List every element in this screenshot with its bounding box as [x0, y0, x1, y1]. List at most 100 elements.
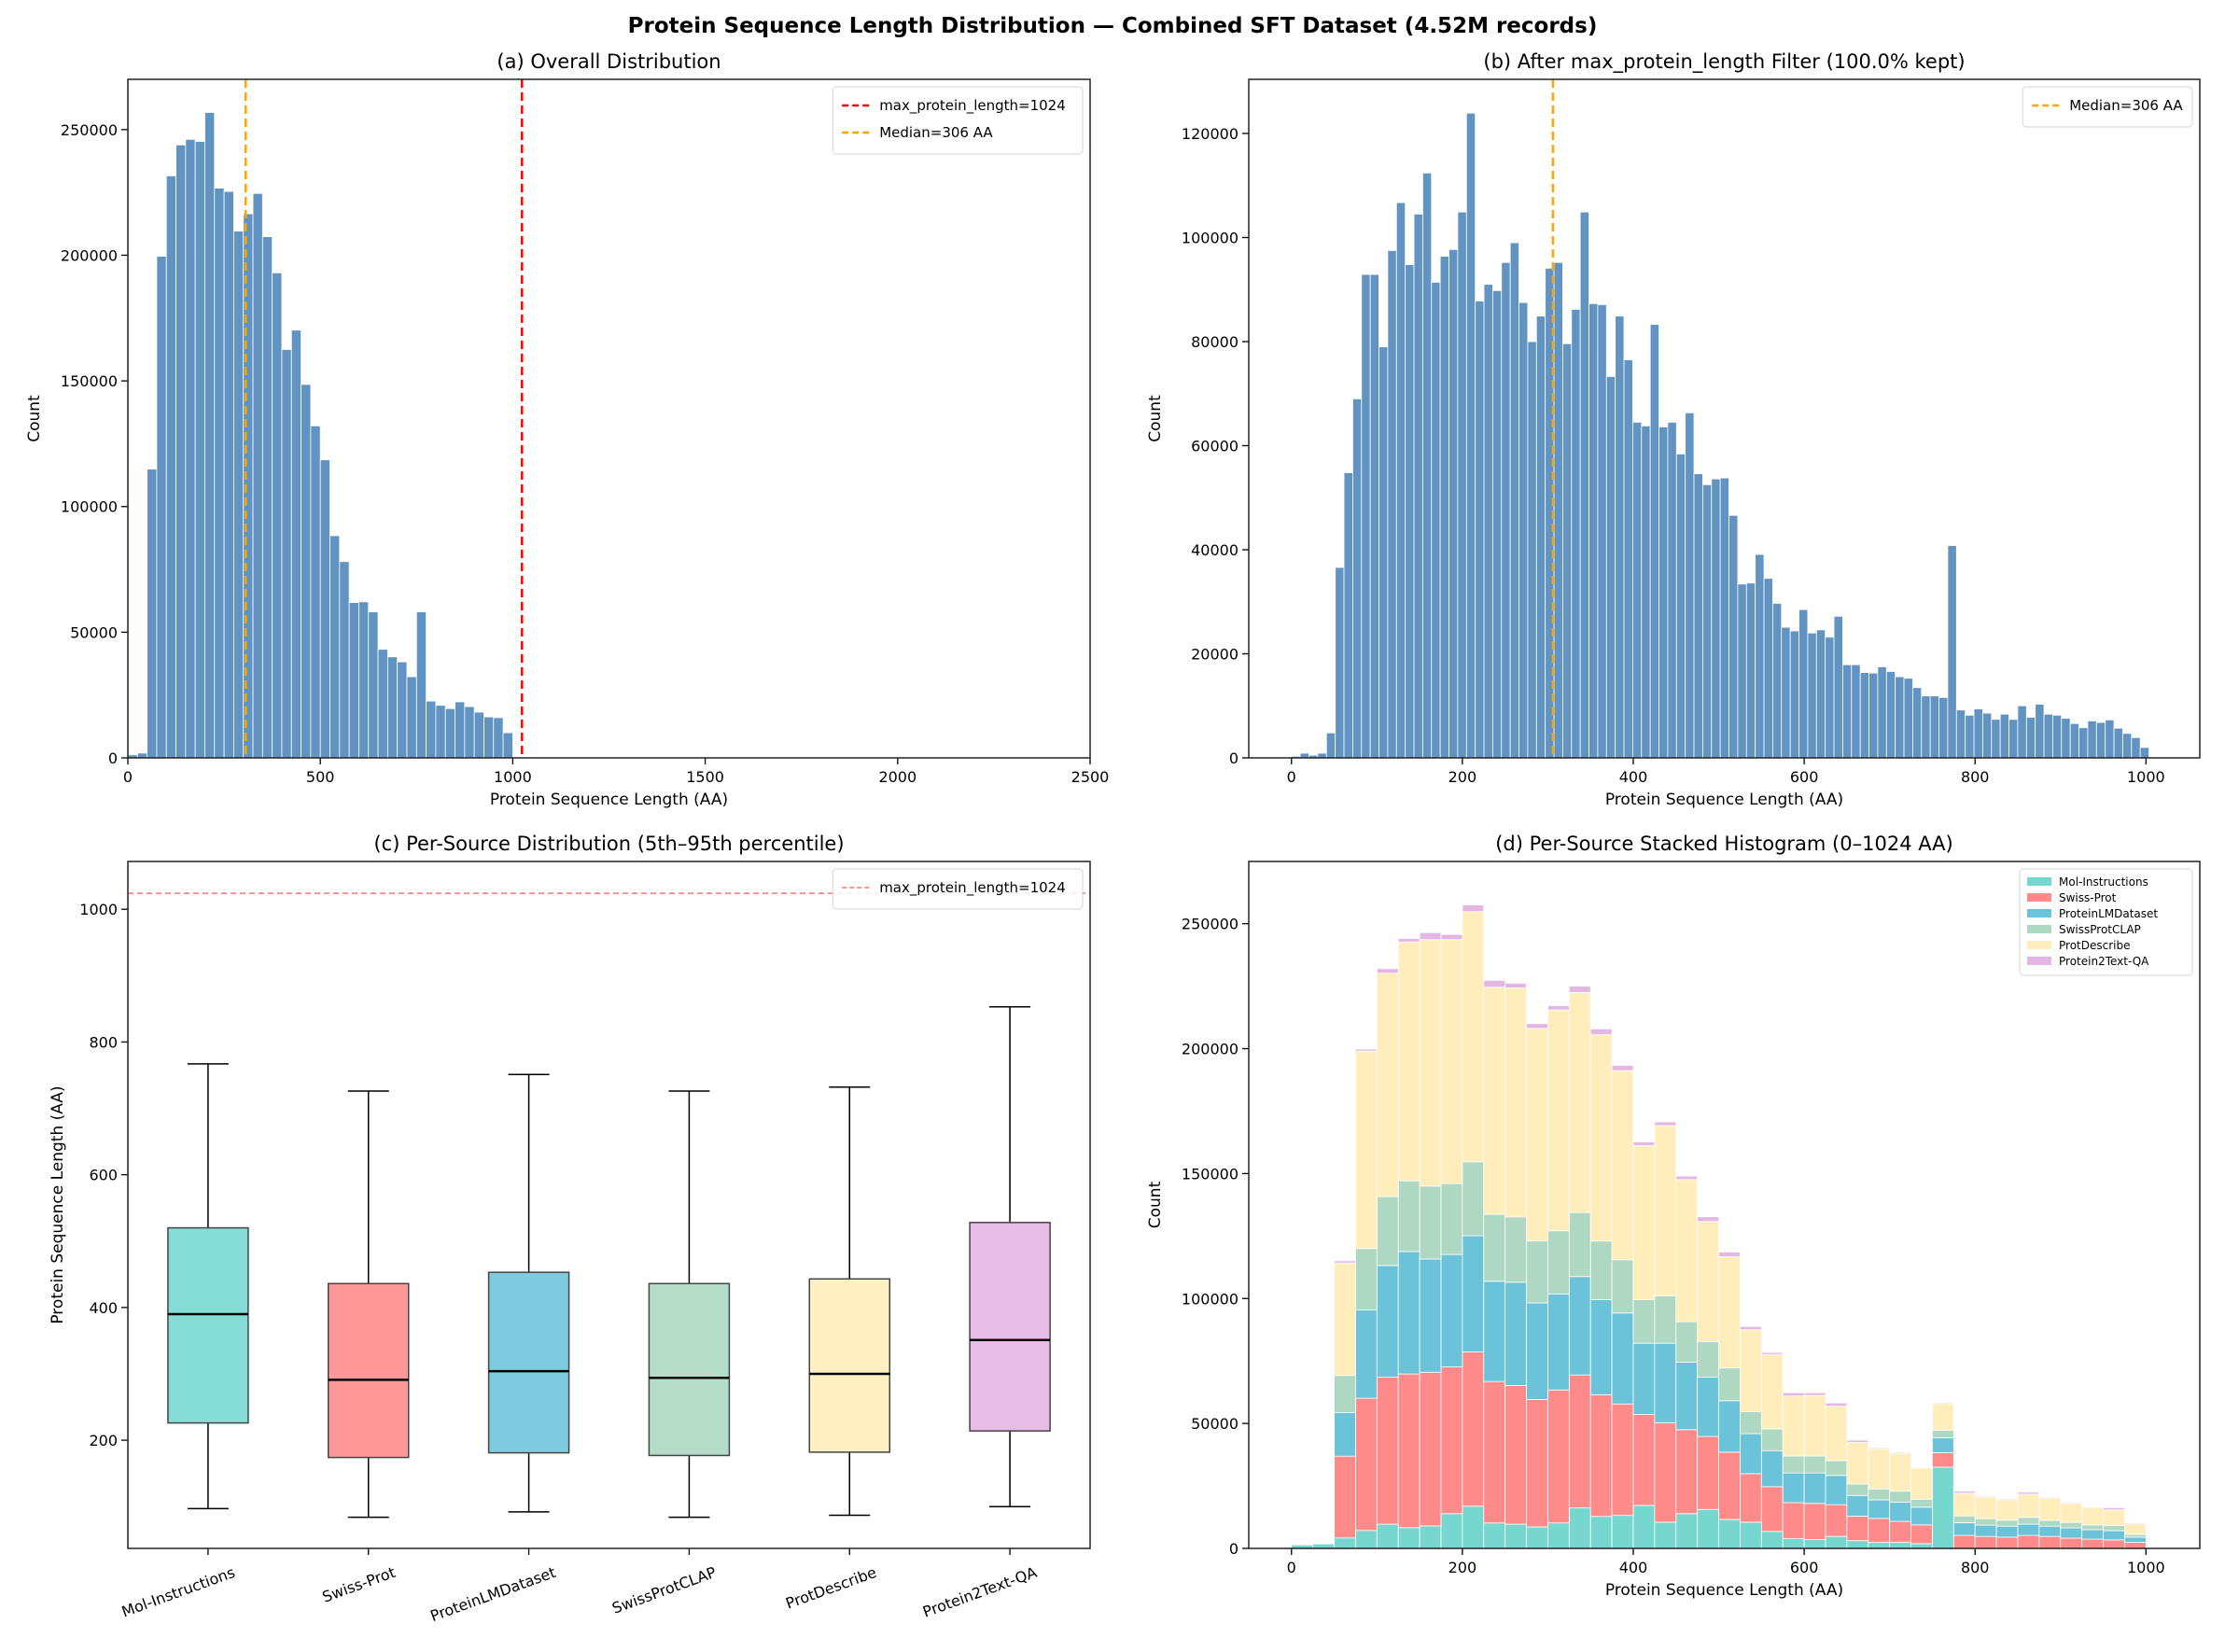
histogram-bar [2122, 733, 2133, 759]
boxplot-swissprotclap [648, 1090, 731, 1519]
histogram-bar [348, 602, 359, 759]
histogram-bar [1509, 242, 1519, 759]
stacked-bar-segment [1868, 1448, 1891, 1490]
stacked-bar-segment [1526, 1399, 1548, 1528]
stacked-bar-segment [1355, 1530, 1378, 1549]
stacked-bar-segment [1462, 904, 1485, 913]
stacked-bar-segment [1889, 1502, 1911, 1522]
stacked-bar-segment [1611, 1259, 1634, 1314]
stacked-bar-segment [1334, 1260, 1356, 1264]
histogram-bar [233, 231, 245, 759]
histogram-bar [1781, 626, 1791, 759]
histogram-bar [1737, 583, 1747, 759]
stacked-bar-segment [1632, 1342, 1656, 1415]
histogram-bar [1431, 282, 1441, 759]
histogram-bar [1299, 752, 1309, 759]
stacked-bar-segment [1397, 1251, 1420, 1375]
stacked-bar-segment [2124, 1542, 2147, 1549]
stacked-bar-segment [1462, 1505, 1485, 1549]
stacked-bar-segment [1504, 1281, 1527, 1386]
stacked-bar-segment [1376, 1265, 1399, 1379]
stacked-bar-segment [1611, 1515, 1634, 1549]
x-axis-label: Protein Sequence Length (AA) [1605, 1581, 1843, 1600]
stacked-bar-segment [1974, 1518, 1997, 1526]
x-tick-label: 0 [1287, 1559, 1296, 1576]
stacked-bar-segment [2103, 1539, 2125, 1549]
stacked-bar-segment [1547, 1005, 1570, 1011]
histogram-bar [1317, 752, 1327, 759]
histogram-bar [1439, 256, 1449, 759]
stacked-bar-segment [1547, 1009, 1570, 1232]
stacked-bar-segment [1440, 939, 1463, 1184]
histogram-bar [1395, 202, 1406, 759]
histogram-bar [2035, 704, 2045, 759]
histogram-bar [1999, 713, 2009, 759]
stacked-bar-segment [1910, 1467, 1933, 1500]
stacked-bar-segment [1697, 1221, 1719, 1342]
stacked-bar-segment [1547, 1522, 1570, 1549]
stacked-bar-segment [1846, 1540, 1869, 1549]
legend-box [832, 868, 1084, 910]
histogram-bar [435, 705, 446, 759]
histogram-bar [1343, 472, 1353, 759]
stacked-bar-segment [1397, 1373, 1420, 1529]
histogram-bar [1763, 578, 1773, 759]
stacked-bar-segment [1889, 1520, 1911, 1543]
histogram-bar [1685, 412, 1695, 759]
stacked-bar-segment [1825, 1504, 1848, 1537]
stacked-bar-segment [1589, 1240, 1613, 1301]
stacked-bar-segment [1932, 1402, 1954, 1405]
stacked-bar-segment [1995, 1499, 2019, 1521]
x-axis-label: Protein Sequence Length (AA) [490, 791, 728, 809]
stacked-bar-segment [1782, 1472, 1805, 1504]
y-tick-label: 200000 [1182, 1041, 1238, 1058]
stacked-bar-segment [1910, 1506, 1933, 1526]
histogram-bar [301, 384, 312, 759]
stacked-bar-segment [1932, 1403, 1954, 1431]
histogram-bar [1895, 676, 1905, 759]
stacked-bar-segment [2017, 1493, 2040, 1519]
stacked-bar-segment [1568, 1276, 1591, 1376]
stacked-bar-segment [1782, 1538, 1805, 1549]
series-protdescribe [1334, 911, 2147, 1535]
x-tick-label: 400 [1619, 1559, 1648, 1576]
stacked-bar-segment [1419, 1258, 1442, 1373]
stacked-bar-segment [1740, 1410, 1762, 1435]
stacked-bar-segment [1803, 1394, 1826, 1457]
histogram-bar [175, 144, 187, 759]
histogram-bar [1719, 477, 1729, 759]
series-proteinlmdataset [1334, 1235, 2147, 1543]
stacked-bar-segment [1825, 1475, 1848, 1505]
stacked-bar-segment [1483, 980, 1506, 988]
stacked-bar-segment [1825, 1406, 1848, 1462]
stacked-bar-segment [2017, 1523, 2040, 1536]
histogram-bar [1501, 261, 1511, 759]
stacked-bar-segment [1803, 1392, 1826, 1396]
stacked-bar-segment [1932, 1436, 1954, 1453]
histogram-bar [2131, 736, 2141, 759]
y-axis-label: Protein Sequence Length (AA) [49, 1085, 67, 1323]
histogram-bar [1579, 211, 1589, 759]
histogram-bar [1535, 315, 1546, 759]
histogram-bar [147, 469, 158, 759]
histogram-bar [1667, 422, 1677, 759]
stacked-bar-segment [1504, 987, 1527, 1218]
series-swissprotclap [1334, 1161, 2147, 1538]
y-tick-label: 150000 [1182, 1165, 1238, 1183]
histogram-bar [1711, 478, 1721, 759]
stacked-bar-segment [2060, 1503, 2083, 1523]
y-tick-label: 50000 [70, 623, 118, 641]
histogram-bar [2105, 719, 2115, 759]
stacked-bar-segment [1675, 1513, 1699, 1549]
x-tick-label: 200 [1448, 1559, 1477, 1576]
histogram-bar [386, 656, 399, 759]
histogram-bar [368, 611, 379, 759]
stacked-bar-segment [1932, 1429, 1954, 1438]
legend-label: Median=306 AA [2069, 97, 2183, 114]
histogram-bar [1675, 454, 1686, 759]
histogram-bar [1465, 112, 1476, 759]
stacked-bar-segment [1589, 1393, 1613, 1518]
stacked-bar-segment [1803, 1472, 1826, 1505]
stacked-bar-segment [1782, 1502, 1805, 1539]
stacked-bar-segment [2017, 1491, 2040, 1495]
